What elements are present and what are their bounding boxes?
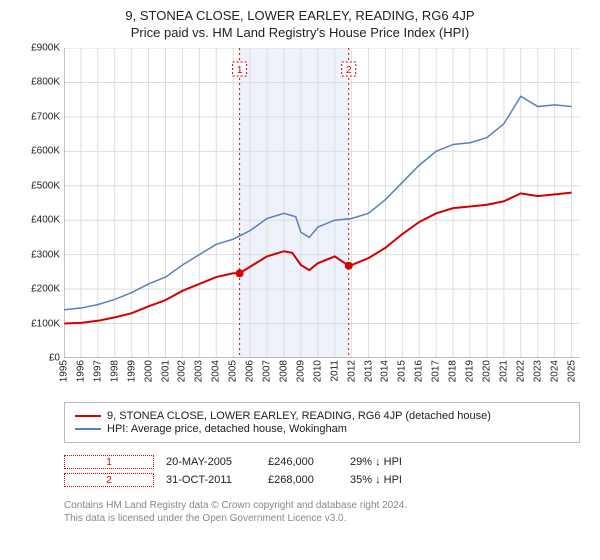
x-tick-label: 2023 [532, 360, 543, 382]
footer-attribution: Contains HM Land Registry data © Crown c… [64, 499, 580, 525]
sale-pct-vs-hpi: 29% ↓ HPI [350, 456, 420, 468]
x-tick-label: 2002 [177, 360, 188, 382]
x-tick-label: 2003 [194, 360, 205, 382]
x-tick-label: 1996 [75, 360, 86, 382]
x-tick-label: 2008 [278, 360, 289, 382]
x-tick-label: 1995 [59, 360, 70, 382]
sale-date: 31-OCT-2011 [166, 474, 256, 486]
x-tick-label: 2020 [481, 360, 492, 382]
x-tick-label: 2019 [465, 360, 476, 382]
y-tick-label: £200K [31, 284, 60, 295]
legend-entry: HPI: Average price, detached house, Woki… [75, 423, 569, 435]
y-axis-labels: £0£100K£200K£300K£400K£500K£600K£700K£80… [20, 48, 64, 358]
svg-text:1: 1 [237, 65, 243, 76]
x-tick-label: 2022 [515, 360, 526, 382]
x-tick-label: 2005 [228, 360, 239, 382]
legend-label: 9, STONEA CLOSE, LOWER EARLEY, READING, … [107, 410, 491, 422]
x-tick-label: 2010 [312, 360, 323, 382]
legend-swatch [75, 415, 101, 417]
x-tick-label: 2012 [346, 360, 357, 382]
y-tick-label: £500K [31, 180, 60, 191]
x-tick-label: 1999 [126, 360, 137, 382]
x-tick-label: 2001 [160, 360, 171, 382]
x-tick-label: 2013 [363, 360, 374, 382]
x-tick-label: 1997 [92, 360, 103, 382]
chart-area: £0£100K£200K£300K£400K£500K£600K£700K£80… [20, 48, 580, 398]
x-tick-label: 2015 [397, 360, 408, 382]
x-tick-label: 2017 [431, 360, 442, 382]
x-tick-label: 2000 [143, 360, 154, 382]
chart-title-address: 9, STONEA CLOSE, LOWER EARLEY, READING, … [125, 8, 474, 23]
x-tick-label: 2018 [448, 360, 459, 382]
y-tick-label: £400K [31, 215, 60, 226]
x-tick-label: 2009 [295, 360, 306, 382]
y-tick-label: £300K [31, 249, 60, 260]
sales-table: 1 20-MAY-2005 £246,000 29% ↓ HPI 2 31-OCT-201… [64, 451, 580, 491]
footer-line1: Contains HM Land Registry data © Crown c… [64, 499, 580, 512]
legend-swatch [75, 428, 101, 430]
legend-entry: 9, STONEA CLOSE, LOWER EARLEY, READING, … [75, 410, 569, 422]
x-tick-label: 2021 [498, 360, 509, 382]
x-tick-label: 2016 [414, 360, 425, 382]
x-tick-label: 2011 [329, 360, 340, 382]
y-tick-label: £600K [31, 146, 60, 157]
x-tick-label: 2014 [380, 360, 391, 382]
sale-row: 2 31-OCT-2011 £268,000 35% ↓ HPI [64, 473, 580, 487]
x-tick-label: 2024 [549, 360, 560, 382]
sale-price: £246,000 [268, 456, 338, 468]
sale-marker: 2 [64, 473, 154, 487]
y-tick-label: £800K [31, 77, 60, 88]
x-tick-label: 1998 [109, 360, 120, 382]
y-tick-label: £100K [31, 318, 60, 329]
x-axis-labels: 1995199619971998199920002001200220032004… [64, 358, 580, 398]
sale-date: 20-MAY-2005 [166, 456, 256, 468]
chart-title-subtitle: Price paid vs. HM Land Registry's House … [131, 25, 469, 40]
legend-box: 9, STONEA CLOSE, LOWER EARLEY, READING, … [64, 402, 580, 443]
sale-price: £268,000 [268, 474, 338, 486]
x-tick-label: 2025 [566, 360, 577, 382]
y-tick-label: £900K [31, 43, 60, 54]
footer-line2: This data is licensed under the Open Gov… [64, 512, 580, 525]
y-tick-label: £700K [31, 111, 60, 122]
x-tick-label: 2006 [245, 360, 256, 382]
sale-row: 1 20-MAY-2005 £246,000 29% ↓ HPI [64, 455, 580, 469]
legend-label: HPI: Average price, detached house, Woki… [107, 423, 347, 435]
svg-text:2: 2 [346, 65, 352, 76]
plot-svg: 12 [64, 48, 580, 358]
sale-marker: 1 [64, 455, 154, 469]
x-tick-label: 2007 [262, 360, 273, 382]
x-tick-label: 2004 [211, 360, 222, 382]
sale-pct-vs-hpi: 35% ↓ HPI [350, 474, 420, 486]
